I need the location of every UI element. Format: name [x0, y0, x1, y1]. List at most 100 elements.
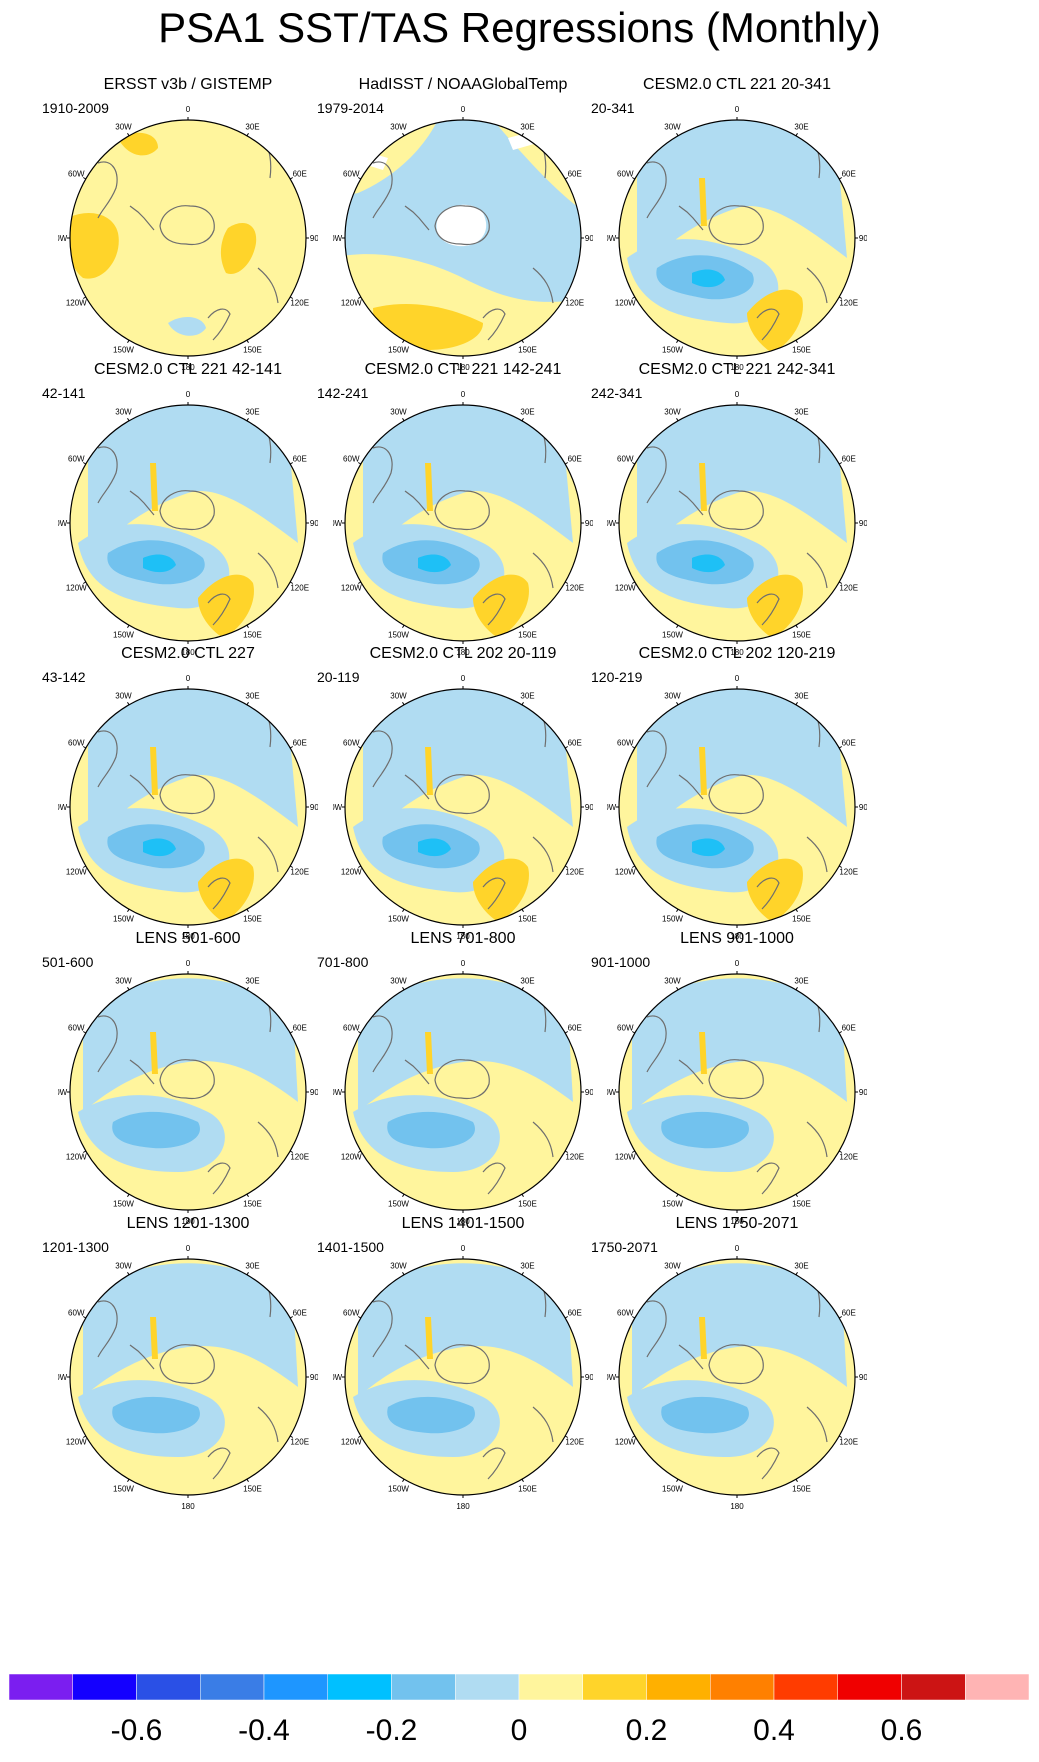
longitude-label: 150E	[243, 915, 262, 924]
longitude-label: 120W	[66, 1438, 87, 1447]
longitude-label: 180	[456, 363, 470, 372]
map-panel: LENS 501-600 0 30E 60E 90E 120E 150E 180 150W 120…	[38, 930, 338, 1230]
longitude-label: 150E	[243, 1200, 262, 1209]
longitude-label: 150W	[662, 631, 683, 640]
coastline	[257, 552, 279, 589]
coastline	[404, 490, 430, 516]
longitude-label: 150W	[388, 631, 409, 640]
longitude-label: 120W	[615, 868, 636, 877]
longitude-label: 150W	[113, 346, 134, 355]
longitude-label: 60W	[68, 1024, 85, 1033]
longitude-label: 0	[461, 390, 466, 399]
longitude-label: 0	[186, 390, 191, 399]
polar-map: 0 30E 60E 90E 120E 150E 180 150W 120W 90W 60W 30W	[607, 105, 867, 372]
coastline	[708, 490, 764, 531]
contour-region	[661, 1396, 749, 1434]
longitude-label: 120W	[341, 584, 362, 593]
contour-region	[425, 1317, 433, 1359]
longitude-label: 180	[181, 932, 195, 941]
colorbar-swatch	[263, 1674, 328, 1700]
polar-map: 0 30E 60E 90E 120E 150E 180 150W 120W 90W 60W 30W	[607, 959, 867, 1226]
contour-region	[436, 204, 487, 247]
longitude-label: 150W	[388, 1200, 409, 1209]
map-panel: CESM2.0 CTL 202 120-219 0 30E 60E 90E 120E 150…	[587, 645, 887, 945]
contour-region	[637, 405, 847, 563]
contour-region	[143, 838, 176, 857]
longitude-label: 30E	[520, 976, 534, 985]
coastline	[806, 552, 828, 589]
contour-region	[387, 1111, 475, 1149]
figure-title: PSA1 SST/TAS Regressions (Monthly)	[158, 4, 881, 51]
longitude-label: 150E	[792, 1200, 811, 1209]
coastline	[129, 1344, 155, 1370]
contour-region	[661, 1111, 749, 1149]
longitude-label: 30E	[245, 976, 259, 985]
panel-title: CESM2.0 CTL 221 142-241	[364, 361, 562, 378]
colorbar-swatch	[965, 1674, 1029, 1700]
contour-region	[632, 978, 847, 1112]
contour-region	[637, 689, 847, 847]
coastline	[159, 205, 215, 246]
longitude-label: 60W	[68, 170, 85, 179]
longitude-label: 150E	[792, 346, 811, 355]
coastline	[159, 774, 215, 815]
longitude-label: 0	[735, 1244, 740, 1253]
longitude-label: 180	[456, 932, 470, 941]
longitude-label: 180	[456, 648, 470, 657]
coastline	[159, 490, 215, 531]
contour-region	[699, 463, 707, 511]
coastline	[257, 1406, 279, 1443]
panel-year-range: 1750-2071	[591, 1239, 658, 1255]
coastline	[97, 161, 118, 219]
longitude-label: 60W	[343, 739, 360, 748]
coastline	[372, 446, 393, 504]
polar-map: 0 30E 60E 90E 120E 150E 180 150W 120W 90W 60W 30W	[58, 390, 318, 657]
longitude-label: 30E	[794, 976, 808, 985]
coastline	[678, 1059, 704, 1085]
panel-year-range: 20-119	[317, 669, 360, 685]
colorbar-swatch	[837, 1674, 902, 1700]
map-panel: ERSST v3b / GISTEMP 0 30E 60E 90E 120E 150E 180…	[38, 76, 338, 376]
longitude-label: 90E	[585, 803, 593, 812]
longitude-label: 90W	[607, 803, 617, 812]
colorbar	[9, 1674, 1029, 1700]
coastline	[97, 1015, 118, 1073]
longitude-label: 30W	[664, 122, 681, 131]
longitude-label: 30W	[664, 407, 681, 416]
longitude-label: 60W	[343, 455, 360, 464]
contour-region	[112, 1396, 200, 1434]
longitude-label: 90W	[58, 234, 68, 243]
longitude-label: 60W	[617, 455, 634, 464]
panel-title: LENS 1201-1300	[126, 1215, 250, 1232]
map-panel: LENS 1401-1500 0 30E 60E 90E 120E 150E 180 150W 1…	[313, 1215, 613, 1515]
coastline	[708, 1059, 764, 1100]
coastline	[207, 1162, 231, 1195]
coastline	[207, 1447, 231, 1480]
panel-title: CESM2.0 CTL 221 42-141	[94, 361, 282, 378]
colorbar-tick-label: 0.6	[880, 1714, 923, 1747]
longitude-label: 180	[181, 1502, 195, 1511]
contour-region	[632, 1263, 847, 1397]
longitude-label: 30W	[664, 1261, 681, 1270]
coastline	[532, 1406, 554, 1443]
longitude-label: 30W	[390, 407, 407, 416]
longitude-label: 120E	[839, 1438, 858, 1447]
coastline	[372, 1300, 393, 1358]
longitude-label: 150W	[113, 1200, 134, 1209]
polar-map: 0 30E 60E 90E 120E 150E 180 150W 120W 90W 60W 30W	[333, 390, 593, 657]
map-panel: LENS 701-800 0 30E 60E 90E 120E 150E 180 150W 120…	[313, 930, 613, 1230]
map-panel: CESM2.0 CTL 221 242-341 0 30E 60E 90E 120E 150…	[587, 361, 887, 661]
coastline	[806, 267, 828, 304]
polar-map: 0 30E 60E 90E 120E 150E 180 150W 120W 90W 60W 30W	[58, 959, 318, 1226]
longitude-label: 90W	[333, 519, 343, 528]
longitude-label: 180	[181, 1217, 195, 1226]
longitude-label: 30E	[520, 1261, 534, 1270]
panel-year-range: 142-241	[317, 385, 369, 401]
longitude-label: 90E	[310, 803, 318, 812]
coastline	[708, 1344, 764, 1385]
contour-region	[425, 463, 433, 511]
panel-year-range: 501-600	[42, 954, 94, 970]
colorbar-swatch	[136, 1674, 201, 1700]
coastline	[806, 1406, 828, 1443]
longitude-label: 90W	[58, 1373, 68, 1382]
